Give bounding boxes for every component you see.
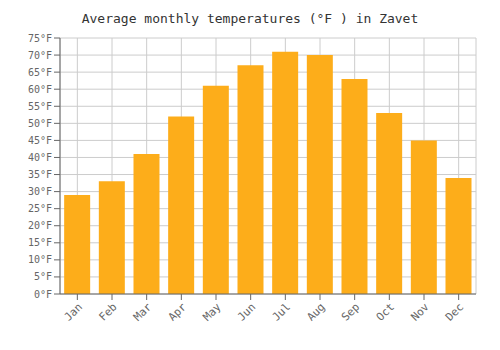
svg-text:25°F: 25°F [28,203,52,214]
svg-text:70°F: 70°F [28,50,52,61]
svg-text:Jan: Jan [62,300,85,323]
svg-text:0°F: 0°F [34,289,52,300]
svg-text:Nov: Nov [408,300,432,324]
svg-text:35°F: 35°F [28,169,52,180]
svg-text:Apr: Apr [166,300,190,324]
svg-text:40°F: 40°F [28,152,52,163]
svg-text:45°F: 45°F [28,135,52,146]
svg-text:65°F: 65°F [28,67,52,78]
svg-text:May: May [200,300,224,324]
svg-text:Mar: Mar [131,300,155,324]
svg-text:5°F: 5°F [34,271,52,282]
svg-text:Jun: Jun [235,300,258,323]
svg-text:30°F: 30°F [28,186,52,197]
svg-text:Sep: Sep [339,300,362,323]
svg-text:Oct: Oct [374,300,397,323]
svg-text:50°F: 50°F [28,118,52,129]
svg-text:75°F: 75°F [28,33,52,44]
svg-text:Jul: Jul [270,300,293,323]
svg-text:Aug: Aug [304,300,327,323]
svg-text:20°F: 20°F [28,220,52,231]
svg-text:55°F: 55°F [28,101,52,112]
html-text:Average monthly temperatures (: Average monthly temperatures (°F ) in Za… [81,11,419,26]
svg-text:15°F: 15°F [28,237,52,248]
svg-text:Dec: Dec [443,300,466,323]
svg-text:10°F: 10°F [28,254,52,265]
svg-text:Feb: Feb [96,300,119,323]
svg-text:60°F: 60°F [28,84,52,95]
